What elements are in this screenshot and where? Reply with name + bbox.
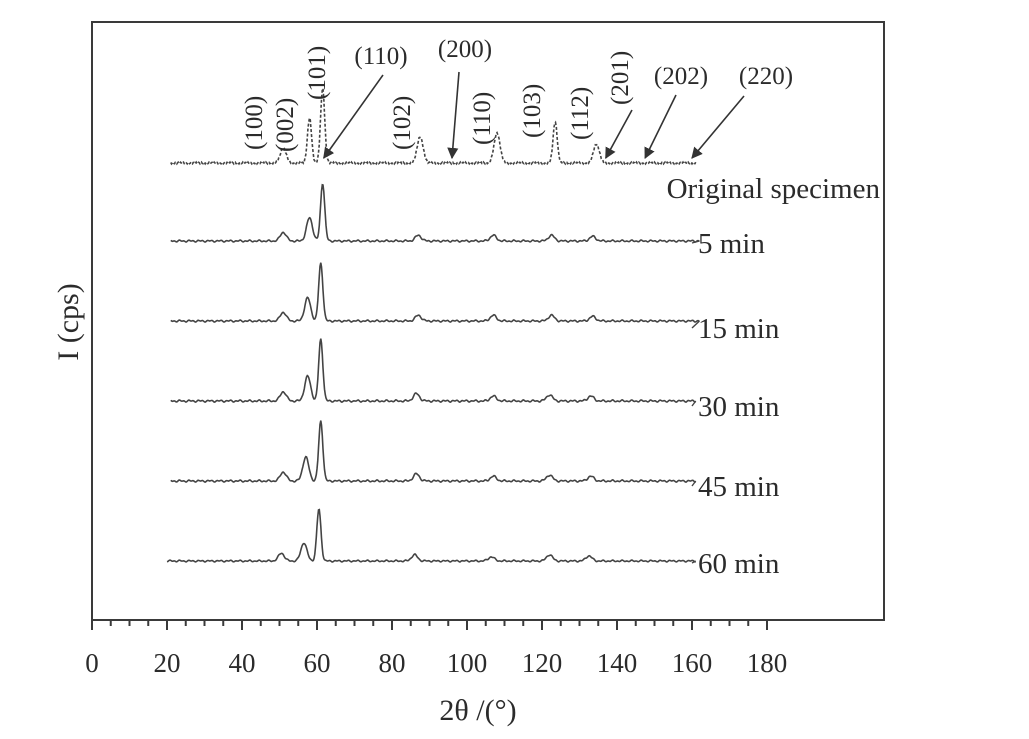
- series-label-leader: [691, 320, 700, 329]
- peak-arrow: [644, 94, 677, 160]
- peak-arrow: [605, 109, 633, 159]
- peak-label: (103): [519, 84, 546, 138]
- series-label: 30 min: [698, 391, 780, 423]
- series-label: 60 min: [698, 548, 780, 580]
- trace-series-2: [170, 183, 700, 243]
- peak-label: (201): [607, 51, 634, 105]
- x-tick-label: 40: [229, 648, 256, 678]
- peak-arrow: [691, 95, 745, 159]
- series-label: 15 min: [698, 313, 780, 345]
- peak-label: (112): [567, 87, 594, 140]
- peak-arrow: [447, 71, 460, 160]
- x-tick-label: 140: [597, 648, 638, 678]
- x-tick-label: 80: [379, 648, 406, 678]
- series-label-leader: [691, 400, 697, 407]
- x-tick-label: 180: [747, 648, 788, 678]
- series-label-leader: [691, 240, 700, 244]
- peak-label: (102): [389, 96, 416, 150]
- x-tick-label: 0: [85, 648, 99, 678]
- peak-label: (200): [438, 36, 492, 63]
- x-tick-label: 20: [154, 648, 181, 678]
- x-axis-title: 2θ /(°): [439, 694, 516, 727]
- x-tick-label: 100: [447, 648, 488, 678]
- series-label: 5 min: [698, 228, 765, 260]
- peak-label: (101): [304, 46, 331, 100]
- series-label-leader: [691, 560, 697, 564]
- peak-label: (110): [354, 43, 407, 70]
- peak-label: (100): [241, 96, 268, 150]
- trace-series-3: [170, 262, 700, 323]
- peak-label: (202): [654, 63, 708, 90]
- peak-label: (220): [739, 63, 793, 90]
- trace-series-1: [170, 85, 697, 166]
- x-axis: 0 20 40 60 80 100 120 140 160 180: [85, 619, 788, 678]
- x-tick-label: 160: [672, 648, 713, 678]
- peak-label: (110): [469, 92, 496, 145]
- peak-annotations: (100) (002)(101) (102) (110) (103) (112) (201)…: [241, 36, 793, 160]
- x-tick-label: 120: [522, 648, 563, 678]
- trace-series-6: [166, 508, 696, 563]
- trace-series-4: [170, 338, 696, 403]
- y-axis-title: I (cps): [52, 283, 85, 360]
- x-tick-label: 60: [304, 648, 331, 678]
- trace-series-5: [170, 420, 696, 483]
- traces-group: Original specimen 5 min 15 min 30 min 45 min…: [166, 85, 881, 580]
- series-label: 45 min: [698, 471, 780, 503]
- series-label-leader: [691, 480, 697, 487]
- peak-arrow: [323, 74, 384, 159]
- series-label: Original specimen: [667, 173, 881, 205]
- peak-label: (002): [272, 98, 299, 152]
